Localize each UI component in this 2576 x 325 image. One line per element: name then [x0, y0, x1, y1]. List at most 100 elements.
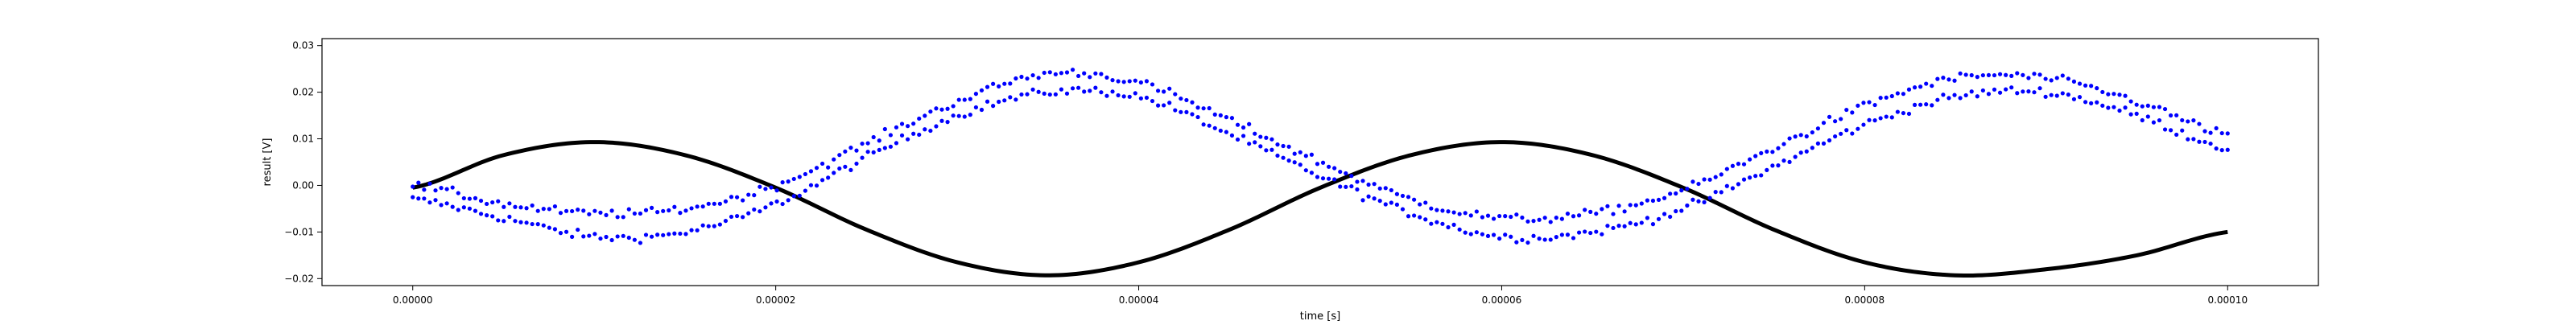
series-1-point: [604, 234, 609, 240]
series-2-point: [1389, 187, 1393, 193]
series-2-point: [1338, 169, 1343, 175]
series-2-point: [1679, 188, 1684, 193]
series-1-point: [1212, 125, 1217, 130]
series-2-point: [649, 205, 654, 210]
series-1-point: [734, 213, 740, 219]
series-2-point: [917, 116, 922, 121]
series-1-point: [1616, 224, 1621, 228]
series-2-point: [1008, 81, 1013, 86]
series-2-point: [865, 141, 870, 146]
series-2-point: [1571, 214, 1576, 219]
series-2-point: [1127, 79, 1132, 84]
series-2-point: [752, 193, 757, 198]
series-2-point: [1656, 197, 1662, 203]
series-2-point: [1821, 121, 1827, 125]
series-2-point: [1844, 107, 1849, 113]
series-1-point: [888, 144, 893, 149]
series-1-point: [1571, 236, 1576, 241]
series-1-points: [411, 85, 2230, 245]
series-2-point: [1485, 213, 1491, 218]
series-2-point: [490, 200, 495, 205]
series-2-point: [1901, 92, 1906, 97]
series-2-point: [1941, 76, 1946, 80]
series-1-point: [1435, 220, 1439, 224]
series-1-point: [848, 167, 853, 172]
series-1-point: [1138, 96, 1143, 101]
series-1-point: [1776, 163, 1781, 168]
series-2-point: [1969, 72, 1974, 78]
series-1-point: [2208, 141, 2213, 146]
series-2-point: [1491, 216, 1496, 221]
series-1-point: [746, 211, 751, 216]
series-1-point: [2134, 111, 2139, 116]
series-1-point: [1491, 232, 1496, 237]
series-2-point: [1639, 201, 1644, 206]
series-1-point: [2145, 114, 2150, 119]
series-2-point: [587, 212, 592, 216]
series-2-point: [416, 180, 421, 185]
series-1-point: [490, 214, 495, 219]
series-1-point: [1844, 128, 1849, 133]
series-1-point: [1668, 214, 1673, 220]
series-2-point: [626, 207, 631, 212]
series-2-point: [502, 204, 506, 209]
series-2-point: [1070, 68, 1075, 72]
series-1-point: [1264, 148, 1269, 153]
series-2-point: [894, 125, 899, 130]
series-1-point: [1531, 233, 1536, 238]
series-2-point: [507, 201, 512, 206]
series-2-point: [621, 215, 625, 220]
series-1-point: [576, 227, 580, 232]
x-tick-label: 0.00004: [1119, 294, 1159, 306]
series-2-point: [558, 211, 564, 216]
series-1-point: [1963, 93, 1968, 98]
series-1-point: [1451, 222, 1456, 227]
series-2-point: [695, 204, 700, 209]
series-2-point: [1781, 142, 1786, 146]
series-1-point: [729, 214, 734, 220]
series-2-point: [877, 138, 881, 143]
series-2-point: [485, 201, 489, 207]
series-1-point: [1457, 227, 1462, 232]
x-tick-label: 0.00002: [756, 294, 796, 306]
series-2-point: [1190, 100, 1195, 105]
series-2-point: [1258, 134, 1263, 139]
series-2-point: [513, 204, 518, 209]
series-1-point: [939, 118, 944, 123]
series-1-point: [1144, 95, 1150, 101]
series-2-point: [638, 211, 643, 216]
series-2-point: [1275, 142, 1280, 147]
series-1-point: [1958, 96, 1963, 101]
series-2-point: [780, 180, 785, 185]
series-2-point: [1179, 96, 1183, 101]
series-1-point: [1554, 235, 1558, 240]
series-1-point: [1850, 131, 1855, 136]
series-1-point: [1674, 208, 1678, 214]
series-1-point: [427, 200, 432, 205]
series-1-point: [1121, 94, 1126, 99]
series-2-point: [541, 207, 546, 212]
series-2-point: [808, 169, 814, 174]
series-1-point: [1690, 197, 1695, 202]
series-1-point: [973, 105, 979, 110]
series-2-point: [729, 195, 734, 200]
series-1-point: [871, 150, 876, 154]
series-2-point: [1861, 101, 1866, 105]
series-2-point: [1696, 181, 1701, 187]
series-2-point: [2043, 76, 2048, 81]
series-1-point: [1736, 182, 1741, 187]
series-1-point: [1292, 160, 1297, 165]
series-1-point: [587, 233, 592, 238]
series-2-point: [2202, 129, 2207, 134]
series-2-point: [2186, 119, 2190, 124]
series-1-point: [1082, 89, 1087, 94]
series-1-point: [570, 234, 575, 239]
series-2-point: [1730, 163, 1735, 168]
series-1-point: [854, 161, 859, 167]
series-1-point: [712, 224, 716, 228]
series-1-point: [956, 113, 961, 118]
series-1-point: [832, 171, 836, 175]
series-2-point: [1576, 213, 1582, 218]
series-1-point: [1332, 177, 1337, 182]
series-2-point: [2100, 89, 2105, 95]
